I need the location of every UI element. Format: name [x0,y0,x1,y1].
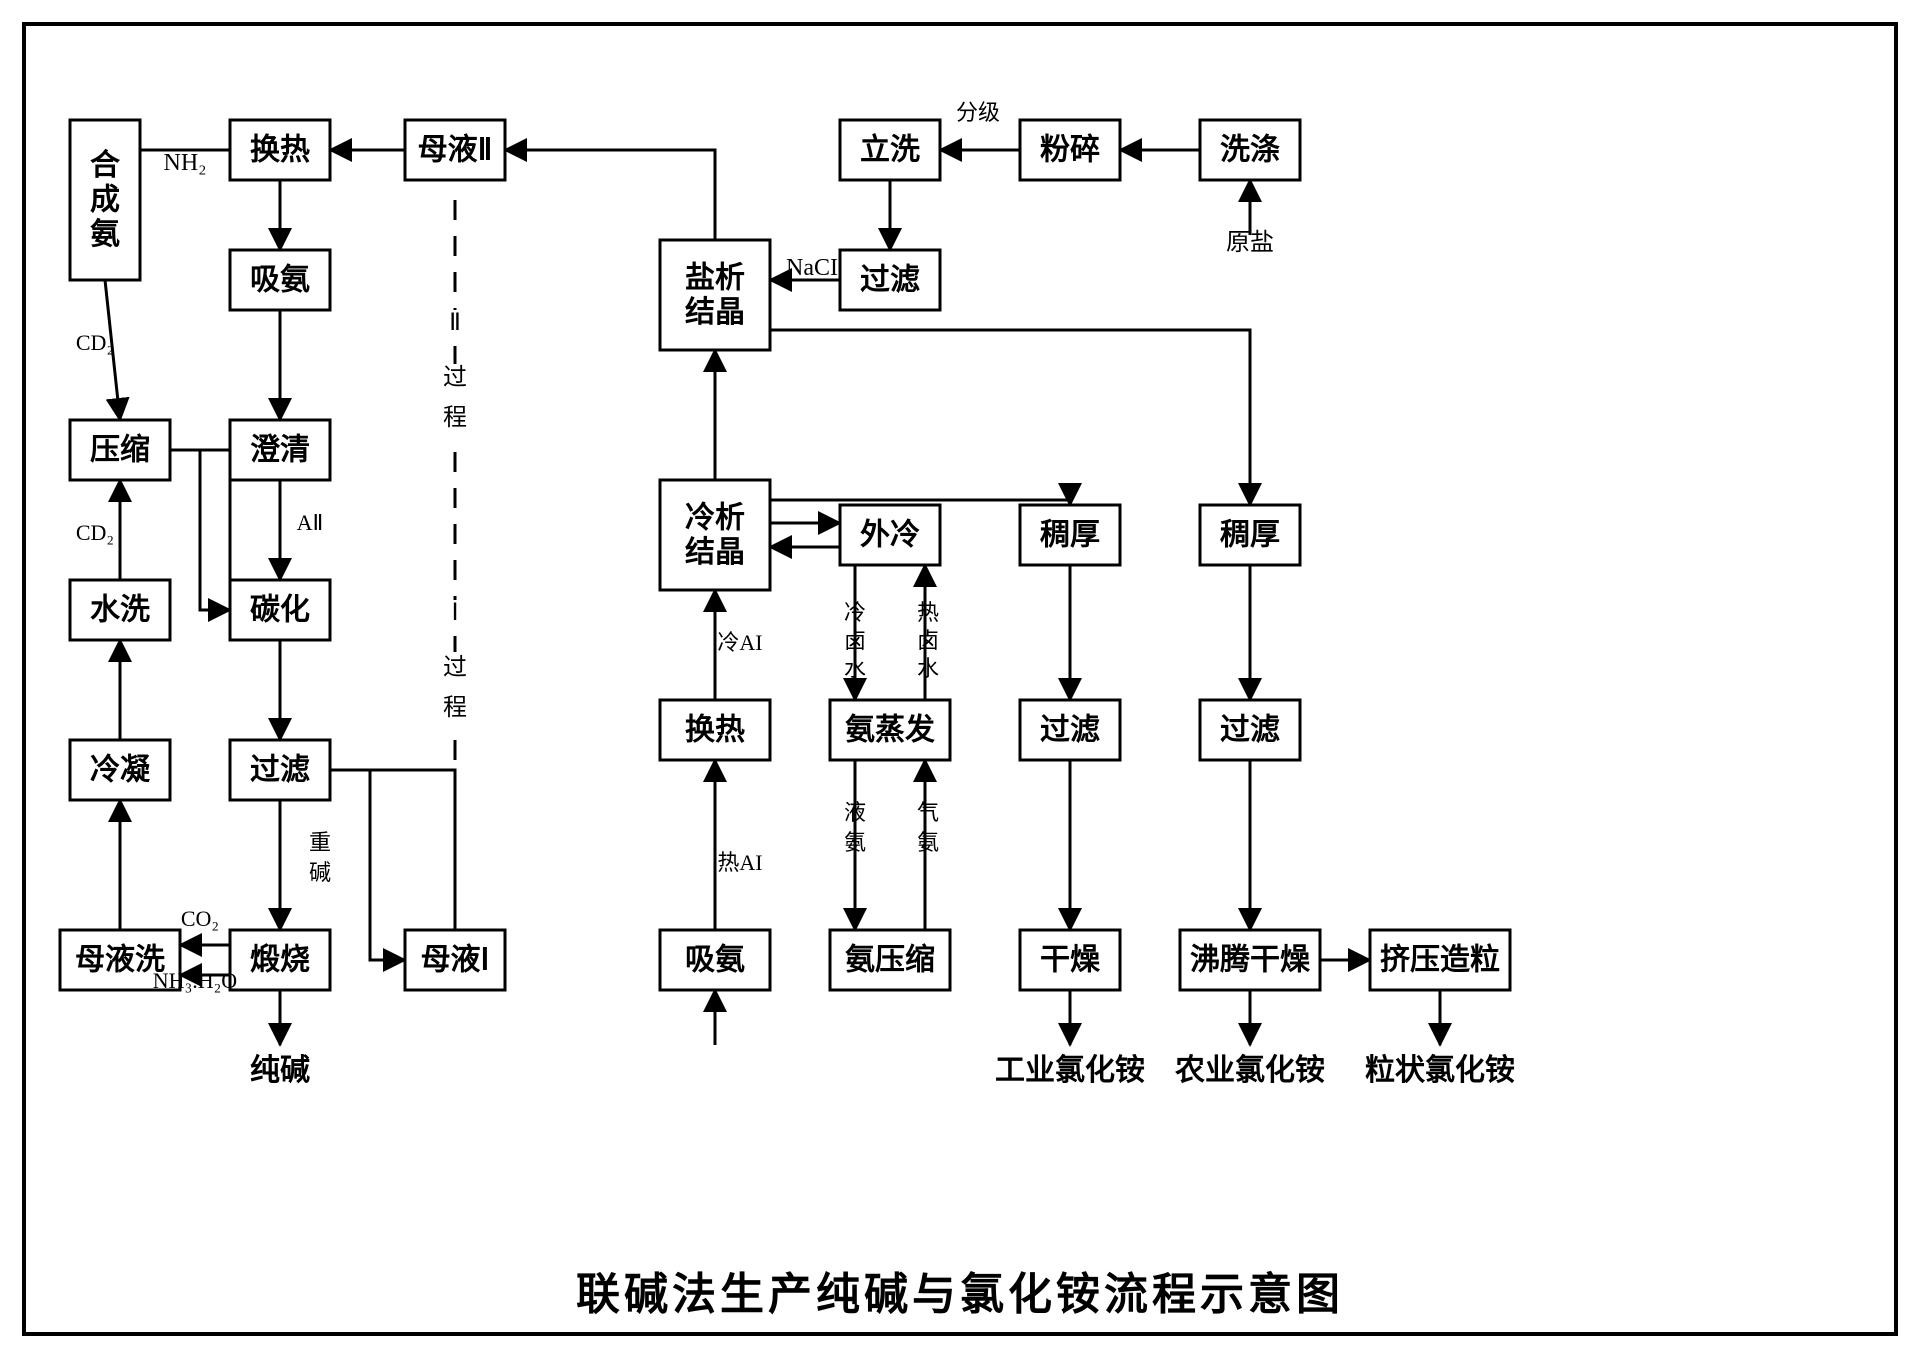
edge-label: 重 [309,830,331,855]
process-label: 过 [443,364,467,391]
node-label-guolv1: 过滤 [250,754,310,787]
process-label: 程 [443,404,467,431]
flowchart-svg: 合成氨换热母液Ⅱ吸氨压缩澄清水洗碳化冷凝过滤母液洗煅烧母液Ⅰ盐析结晶过滤立洗粉碎… [0,0,1920,1358]
edge-label: 氨 [917,830,939,855]
node-label-jiya: 挤压造粒 [1380,943,1500,977]
node-label-xian: 吸氨 [250,264,310,297]
edge-label: 分级 [956,100,1000,125]
node-label-ganzao: 干燥 [1040,944,1101,977]
edge-label: 热 [917,600,939,625]
node-label-muyexi: 母液洗 [75,944,165,977]
edge-label: NH₃.H₂O [153,968,237,993]
node-label-lengxi: 冷析 [685,501,745,534]
node-label-xian2: 吸氨 [685,944,745,977]
node-label-lengning: 冷凝 [90,754,151,787]
edge-label: CO₂ [181,906,219,931]
diagram-page: 合成氨换热母液Ⅱ吸氨压缩澄清水洗碳化冷凝过滤母液洗煅烧母液Ⅰ盐析结晶过滤立洗粉碎… [0,0,1920,1358]
edge-label: AⅡ [297,510,324,535]
edge-label: NH₂ [163,150,206,176]
node-label-lengxi: 结晶 [685,536,745,569]
process-label: 过 [443,654,467,681]
node-label-guolv2: 过滤 [860,264,920,297]
process-label: 程 [443,694,467,721]
node-label-tanhua: 碳化 [250,594,310,627]
output-label: 农业氯化铵 [1174,1053,1325,1087]
node-label-lixi: 立洗 [860,133,920,167]
edge-label: 碱 [309,860,331,885]
node-label-guolv4: 过滤 [1220,714,1280,747]
diagram-title: 联碱法生产纯碱与氯化铵流程示意图 [0,1258,1920,1322]
node-label-hecheng: 氨 [90,218,120,251]
node-label-chengqing: 澄清 [250,434,310,467]
edge-label: 卤 [844,628,866,653]
edge-label: 冷 [844,600,866,625]
node-label-huanre2: 换热 [685,714,745,747]
node-label-muye1: 母液Ⅰ [421,944,490,977]
edge-label: 卤 [917,628,939,653]
node-label-chouhou1: 稠厚 [1040,519,1100,552]
node-label-wailing: 外冷 [860,519,920,552]
edge-label: 热AI [717,850,762,875]
node-label-chouhou2: 稠厚 [1220,519,1280,552]
node-label-yasuo: 压缩 [90,434,150,467]
edge-label: 氨 [844,830,866,855]
node-label-duanshao: 煅烧 [250,943,310,977]
edge-label: CD₂ [76,520,114,545]
node-label-anzhengfa: 氨蒸发 [845,714,935,747]
process-label: Ⅱ [449,310,461,336]
node-label-hecheng: 成 [90,184,120,217]
node-label-yanxi: 盐析 [685,261,745,294]
edge-label: CD₂ [76,330,114,355]
node-label-xidi: 洗涤 [1220,134,1280,167]
output-label: 工业氯化铵 [995,1053,1145,1087]
node-label-shuixi: 水洗 [90,594,150,627]
node-label-anyasuo: 氨压缩 [845,944,935,977]
edge-label: 气 [917,800,939,825]
output-label: 纯碱 [250,1054,310,1087]
edge-label: 冷AI [717,630,762,655]
edge-label: 液 [844,800,866,825]
node-label-fensui: 粉碎 [1040,134,1100,167]
node-label-guolv3: 过滤 [1040,714,1100,747]
edge-label: 水 [844,656,866,681]
process-label: Ⅰ [451,600,458,626]
edge-label: 水 [917,656,939,681]
edge-label: 原盐 [1226,229,1274,256]
node-label-muye2: 母液Ⅱ [418,134,493,167]
node-label-feiteng: 沸腾干燥 [1190,944,1311,977]
node-label-hecheng: 合 [90,148,120,182]
output-label: 粒状氯化铵 [1365,1053,1515,1087]
node-label-yanxi: 结晶 [685,296,745,329]
node-label-huanre1: 换热 [250,134,310,167]
edge-label: NaCI [786,255,838,281]
